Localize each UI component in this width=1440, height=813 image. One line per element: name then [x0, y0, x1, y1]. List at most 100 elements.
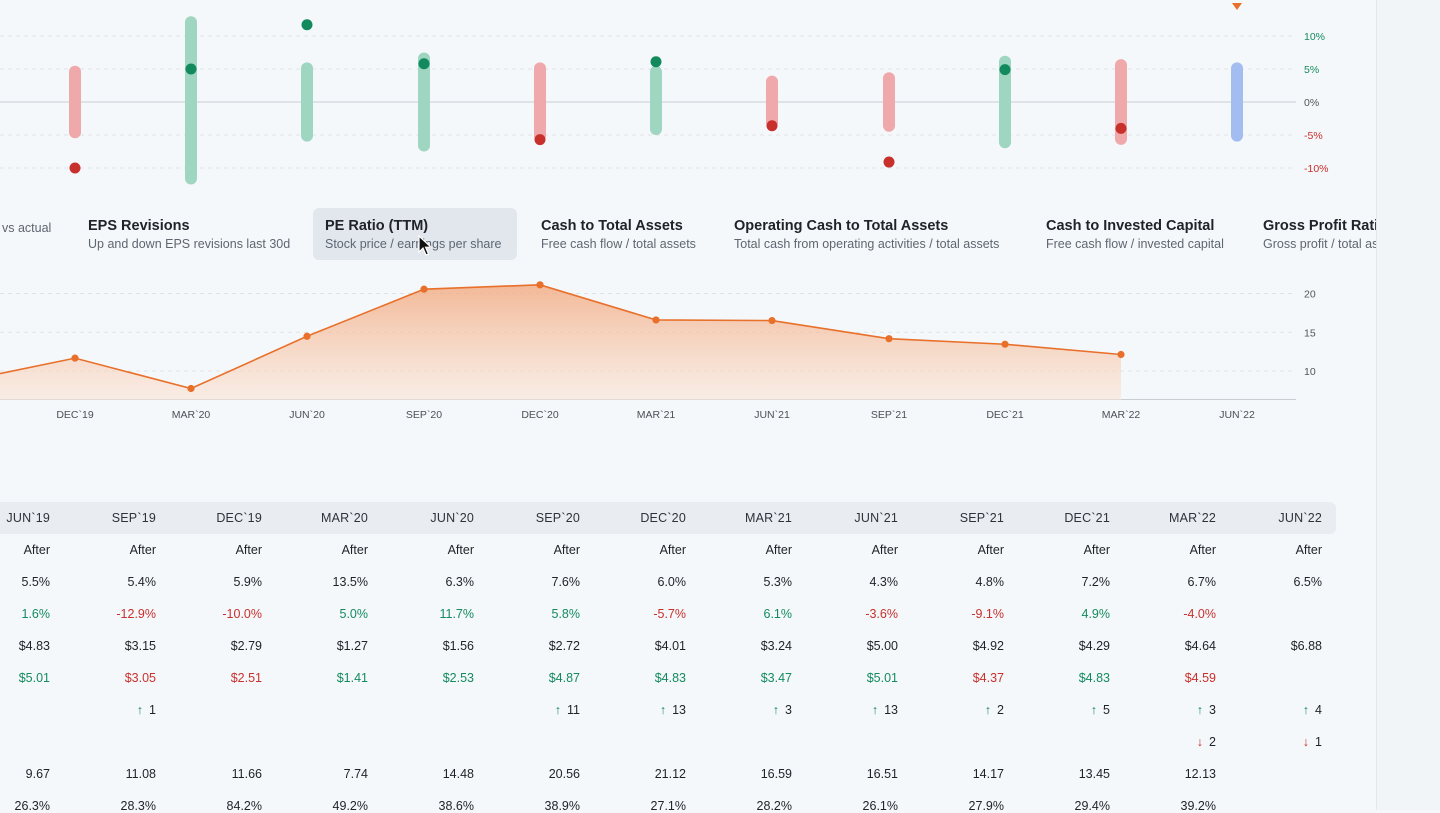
cell-value: After	[1295, 543, 1322, 557]
column-header[interactable]: DEC`21	[1064, 511, 1110, 525]
table-cell: After	[1296, 543, 1322, 557]
column-header[interactable]: JUN`22	[1278, 511, 1322, 525]
cell-value: $4.64	[1184, 639, 1216, 653]
table-cell: 14.48	[443, 767, 474, 781]
column-header[interactable]: DEC`19	[216, 511, 262, 525]
tab-subtitle: Gross profit / total assets	[1263, 237, 1376, 251]
x-tick-label: JUN`21	[754, 409, 790, 421]
table-cell: $6.88	[1291, 639, 1322, 653]
table-cell: 11.7%	[439, 607, 474, 621]
cell-value: 26.3%	[14, 799, 50, 813]
cell-value: 2	[1209, 735, 1216, 749]
pe-data-point	[536, 281, 544, 289]
table-cell: -4.0%	[1183, 607, 1216, 621]
column-header[interactable]: SEP`21	[959, 511, 1004, 525]
table-cell: 11.66	[232, 767, 262, 781]
cell-value: -3.6%	[865, 607, 898, 621]
cell-value: 20.56	[548, 767, 580, 781]
table-cell: 5.4%	[128, 575, 157, 589]
cell-value: 27.9%	[968, 799, 1004, 813]
table-cell: After	[872, 543, 898, 557]
table-cell: 4.9%	[1082, 607, 1111, 621]
table-cell: After	[448, 543, 474, 557]
cell-value: 5.5%	[21, 575, 51, 589]
tab-eps-surprise[interactable]: vs actual	[0, 208, 51, 260]
arrow-up-icon: ↑	[1302, 703, 1310, 717]
table-cell: After	[130, 543, 156, 557]
table-cell: $5.01	[19, 671, 50, 685]
table-cell: 7.6%	[552, 575, 581, 589]
tab-operating-cash-to-total-assets[interactable]: Operating Cash to Total Assets Total cas…	[734, 208, 999, 260]
column-header[interactable]: MAR`20	[320, 511, 368, 525]
cell-value: After	[1189, 543, 1216, 557]
table-cell: 9.67	[26, 767, 50, 781]
table-cell: 6.7%	[1188, 575, 1217, 589]
column-header[interactable]: JUN`19	[6, 511, 50, 525]
table-cell: 4.8%	[976, 575, 1005, 589]
table-cell: $2.72	[549, 639, 580, 653]
table-cell: 6.5%	[1294, 575, 1323, 589]
cell-value: $4.29	[1078, 639, 1110, 653]
table-cell: 29.4%	[1075, 799, 1110, 813]
cell-value: $5.00	[866, 639, 898, 653]
tab-gross-profit-ratio[interactable]: Gross Profit Ratio Gross profit / total …	[1263, 208, 1376, 260]
column-header[interactable]: MAR`21	[744, 511, 792, 525]
column-header[interactable]: JUN`20	[430, 511, 474, 525]
tab-eps-revisions[interactable]: EPS Revisions Up and down EPS revisions …	[88, 208, 290, 260]
column-header[interactable]: JUN`21	[854, 511, 898, 525]
table-cell: 1.6%	[22, 607, 51, 621]
actual-eps-point	[883, 156, 895, 168]
y-tick-label: 20	[1304, 289, 1316, 301]
table-cell: 28.3%	[121, 799, 156, 813]
column-header[interactable]: SEP`20	[535, 511, 580, 525]
cell-value: $1.41	[336, 671, 368, 685]
table-cell: After	[660, 543, 686, 557]
x-tick-label: MAR`20	[172, 409, 211, 421]
cell-value: $2.51	[230, 671, 262, 685]
tab-title: Operating Cash to Total Assets	[734, 218, 949, 234]
pe-data-point	[1001, 340, 1009, 348]
table-cell: 13.5%	[333, 575, 368, 589]
cell-value: 13.5%	[332, 575, 368, 589]
column-header[interactable]: DEC`20	[640, 511, 686, 525]
table-cell: -12.9%	[116, 607, 156, 621]
cell-value: 27.1%	[650, 799, 686, 813]
tab-subtitle: Total cash from operating activities / t…	[734, 237, 1000, 251]
tab-pe-ratio[interactable]: PE Ratio (TTM) Stock price / earnings pe…	[313, 208, 517, 260]
cell-value: After	[553, 543, 580, 557]
cell-value: 1	[1315, 735, 1322, 749]
y-tick-label: -10%	[1304, 163, 1329, 175]
cell-value: $4.83	[18, 639, 50, 653]
y-tick-label: 10	[1304, 366, 1316, 378]
x-tick-label: JUN`22	[1219, 409, 1255, 421]
table-cell: -5.7%	[653, 607, 686, 621]
table-cell: $4.37	[973, 671, 1004, 685]
cell-value: After	[659, 543, 686, 557]
tab-cash-to-total-assets[interactable]: Cash to Total Assets Free cash flow / to…	[541, 208, 696, 260]
column-header[interactable]: MAR`22	[1168, 511, 1216, 525]
pe-data-point	[71, 354, 79, 362]
table-cell: 21.12	[655, 767, 686, 781]
actual-eps-point	[999, 64, 1011, 76]
tab-cash-to-invested-capital[interactable]: Cash to Invested Capital Free cash flow …	[1046, 208, 1224, 260]
y-tick-label: 0%	[1304, 97, 1319, 109]
column-header[interactable]: SEP`19	[111, 511, 156, 525]
tab-subtitle: Free cash flow / total assets	[541, 237, 696, 251]
table-cell: ↑ 2	[985, 703, 1004, 717]
table-cell: $4.83	[19, 639, 50, 653]
table-cell: 7.74	[344, 767, 368, 781]
cell-value: 29.4%	[1074, 799, 1110, 813]
cell-value: 7.74	[343, 767, 368, 781]
cell-value: 5.0%	[339, 607, 369, 621]
x-tick-label: DEC`20	[521, 409, 559, 421]
table-cell: $1.27	[337, 639, 368, 653]
table-cell: After	[978, 543, 1004, 557]
cell-value: $4.83	[1078, 671, 1110, 685]
cell-value: After	[871, 543, 898, 557]
cell-value: 14.17	[972, 767, 1004, 781]
arrow-down-icon: ↓	[1302, 735, 1310, 749]
cell-value: 4	[1315, 703, 1322, 717]
table-cell: After	[342, 543, 368, 557]
table-cell: 7.2%	[1082, 575, 1111, 589]
cell-value: 38.9%	[544, 799, 580, 813]
